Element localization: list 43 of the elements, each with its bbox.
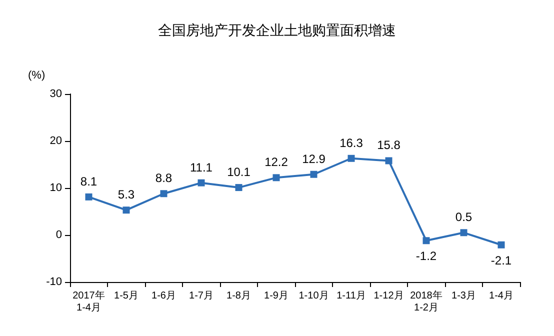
x-tick-label: 2018年 1-2月 bbox=[410, 290, 442, 314]
y-tick-label: -10 bbox=[46, 276, 62, 288]
point bbox=[85, 193, 92, 200]
point bbox=[122, 206, 130, 214]
point bbox=[235, 184, 242, 192]
x-tick-label: 2017年 1-4月 bbox=[72, 290, 105, 314]
x-tick-label: 1-6月 bbox=[152, 290, 176, 302]
data-label: 8.1 bbox=[80, 174, 98, 188]
data-label: 12.2 bbox=[264, 155, 288, 170]
x-tick-label: 1-9月 bbox=[264, 290, 288, 302]
data-label: 0.5 bbox=[455, 210, 472, 224]
data-label: 11.1 bbox=[190, 160, 213, 174]
point bbox=[198, 179, 205, 186]
data-label: 16.3 bbox=[340, 136, 364, 150]
y-tick-label: 30 bbox=[50, 88, 62, 100]
x-tick-label: 1-3月 bbox=[452, 290, 476, 302]
x-tick-label: 1-4月 bbox=[489, 290, 514, 302]
y-tick-label: 20 bbox=[50, 135, 62, 147]
data-label: -1.2 bbox=[416, 249, 437, 264]
point bbox=[160, 190, 168, 198]
data-label: 10.1 bbox=[227, 165, 251, 180]
point bbox=[348, 154, 355, 162]
y-tick-label: 0 bbox=[56, 229, 62, 241]
x-tick-label: 1-5月 bbox=[114, 290, 138, 302]
point bbox=[310, 170, 318, 178]
y-tick-label: 10 bbox=[50, 182, 62, 194]
point bbox=[272, 174, 280, 182]
y-axis-title: (%) bbox=[28, 70, 46, 82]
data-label: 8.8 bbox=[155, 171, 172, 186]
x-tick-label: 1-12月 bbox=[374, 290, 404, 302]
x-tick-label: 1-11月 bbox=[336, 290, 366, 302]
x-tick-label: 1-10月 bbox=[298, 290, 329, 302]
data-label: 12.9 bbox=[302, 152, 326, 166]
point bbox=[422, 237, 430, 244]
point bbox=[498, 241, 505, 248]
data-label: 15.8 bbox=[377, 138, 401, 152]
data-label: -2.1 bbox=[490, 253, 512, 268]
x-tick-label: 1-8月 bbox=[226, 290, 251, 302]
data-label: 5.3 bbox=[118, 188, 135, 202]
x-tick-label: 1-7月 bbox=[189, 290, 214, 302]
chart-title: 全国房地产开发企业土地购置面积增速 bbox=[158, 22, 396, 38]
point bbox=[385, 157, 392, 164]
point bbox=[460, 229, 468, 236]
